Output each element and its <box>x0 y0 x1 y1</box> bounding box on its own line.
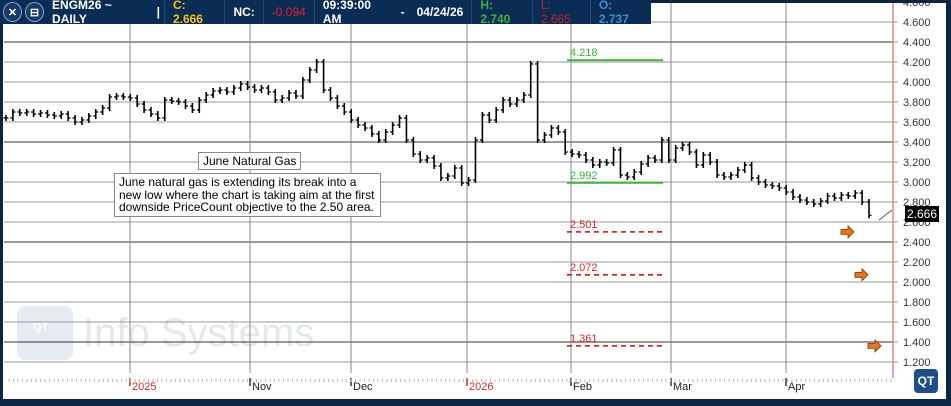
low-value: L: 2.665 <box>531 0 590 26</box>
x-tick-label: Dec <box>353 381 373 393</box>
y-tick-label: 4.000 <box>903 77 931 89</box>
y-tick-label: 4.600 <box>903 17 931 29</box>
x-tick-label: Mar <box>673 381 692 393</box>
open-value: O: 2.737 <box>589 0 651 26</box>
y-tick-label: 2.000 <box>903 277 931 289</box>
net-change-value: -0.094 <box>262 0 314 24</box>
annotation-title: June Natural Gas <box>198 152 302 170</box>
chart-frame: QT Info Systems 4.800 4.600 4.400 4.200 4.000 3… <box>3 3 946 399</box>
target-arrow-icon <box>867 338 882 353</box>
minimize-chart-button[interactable]: ⊟ <box>25 2 45 22</box>
y-tick-label: 4.400 <box>903 37 931 49</box>
quote-header: ✕ ⊟ ENGM26 ~ DAILY | C: 2.666 NC: -0.094… <box>0 0 651 26</box>
header-separator: | <box>156 5 160 19</box>
y-tick-label: 3.200 <box>903 157 931 169</box>
level-label: 1.361 <box>570 333 598 345</box>
level-label: 2.992 <box>570 170 598 182</box>
high-value: H: 2.740 <box>471 0 532 26</box>
quote-time: 09:39:00 AM <box>313 0 397 26</box>
watermark-logo-text: QT <box>33 321 49 333</box>
price-chart[interactable]: QT Info Systems 4.800 4.600 4.400 4.200 4.000 3… <box>3 3 946 399</box>
corner-logo[interactable]: QT <box>914 369 938 393</box>
x-tick-label: 2026 <box>469 381 493 393</box>
close-chart-button[interactable]: ✕ <box>3 2 23 22</box>
y-tick-label: 2.200 <box>903 257 931 269</box>
y-tick-label: 1.200 <box>903 357 931 369</box>
y-tick-label: 4.200 <box>903 57 931 69</box>
annotation-body: June natural gas is extending its break … <box>114 173 381 217</box>
y-tick-label: 3.000 <box>903 177 931 189</box>
y-tick-label: 3.400 <box>903 137 931 149</box>
y-tick-label: 3.600 <box>903 117 931 129</box>
x-tick-label: 2025 <box>132 381 156 393</box>
y-tick-label: 1.600 <box>903 317 931 329</box>
y-tick-label: 1.400 <box>903 337 931 349</box>
quote-date: 04/24/26 <box>416 5 464 19</box>
last-price-label: 2.666 <box>905 206 940 222</box>
close-value: C: 2.666 <box>163 0 225 26</box>
watermark-logo <box>17 306 73 360</box>
y-tick-label: 1.800 <box>903 297 931 309</box>
watermark-text: Info Systems <box>83 311 314 355</box>
x-tick-label: Feb <box>573 381 592 393</box>
time-date-dash: - <box>400 5 405 19</box>
y-tick-label: 4.800 <box>903 3 931 9</box>
level-label: 4.218 <box>570 47 598 59</box>
level-label: 2.501 <box>570 219 598 231</box>
net-change-label: NC: <box>224 0 262 24</box>
target-arrow-icon <box>854 267 869 282</box>
x-tick-label: Nov <box>252 381 272 393</box>
symbol-label: ENGM26 ~ DAILY <box>52 0 112 26</box>
y-tick-label: 2.400 <box>903 237 931 249</box>
x-tick-label: Apr <box>788 381 805 393</box>
level-label: 2.072 <box>570 262 598 274</box>
last-price-connector <box>878 209 893 221</box>
target-arrow-icon <box>840 224 855 239</box>
y-tick-label: 3.800 <box>903 97 931 109</box>
